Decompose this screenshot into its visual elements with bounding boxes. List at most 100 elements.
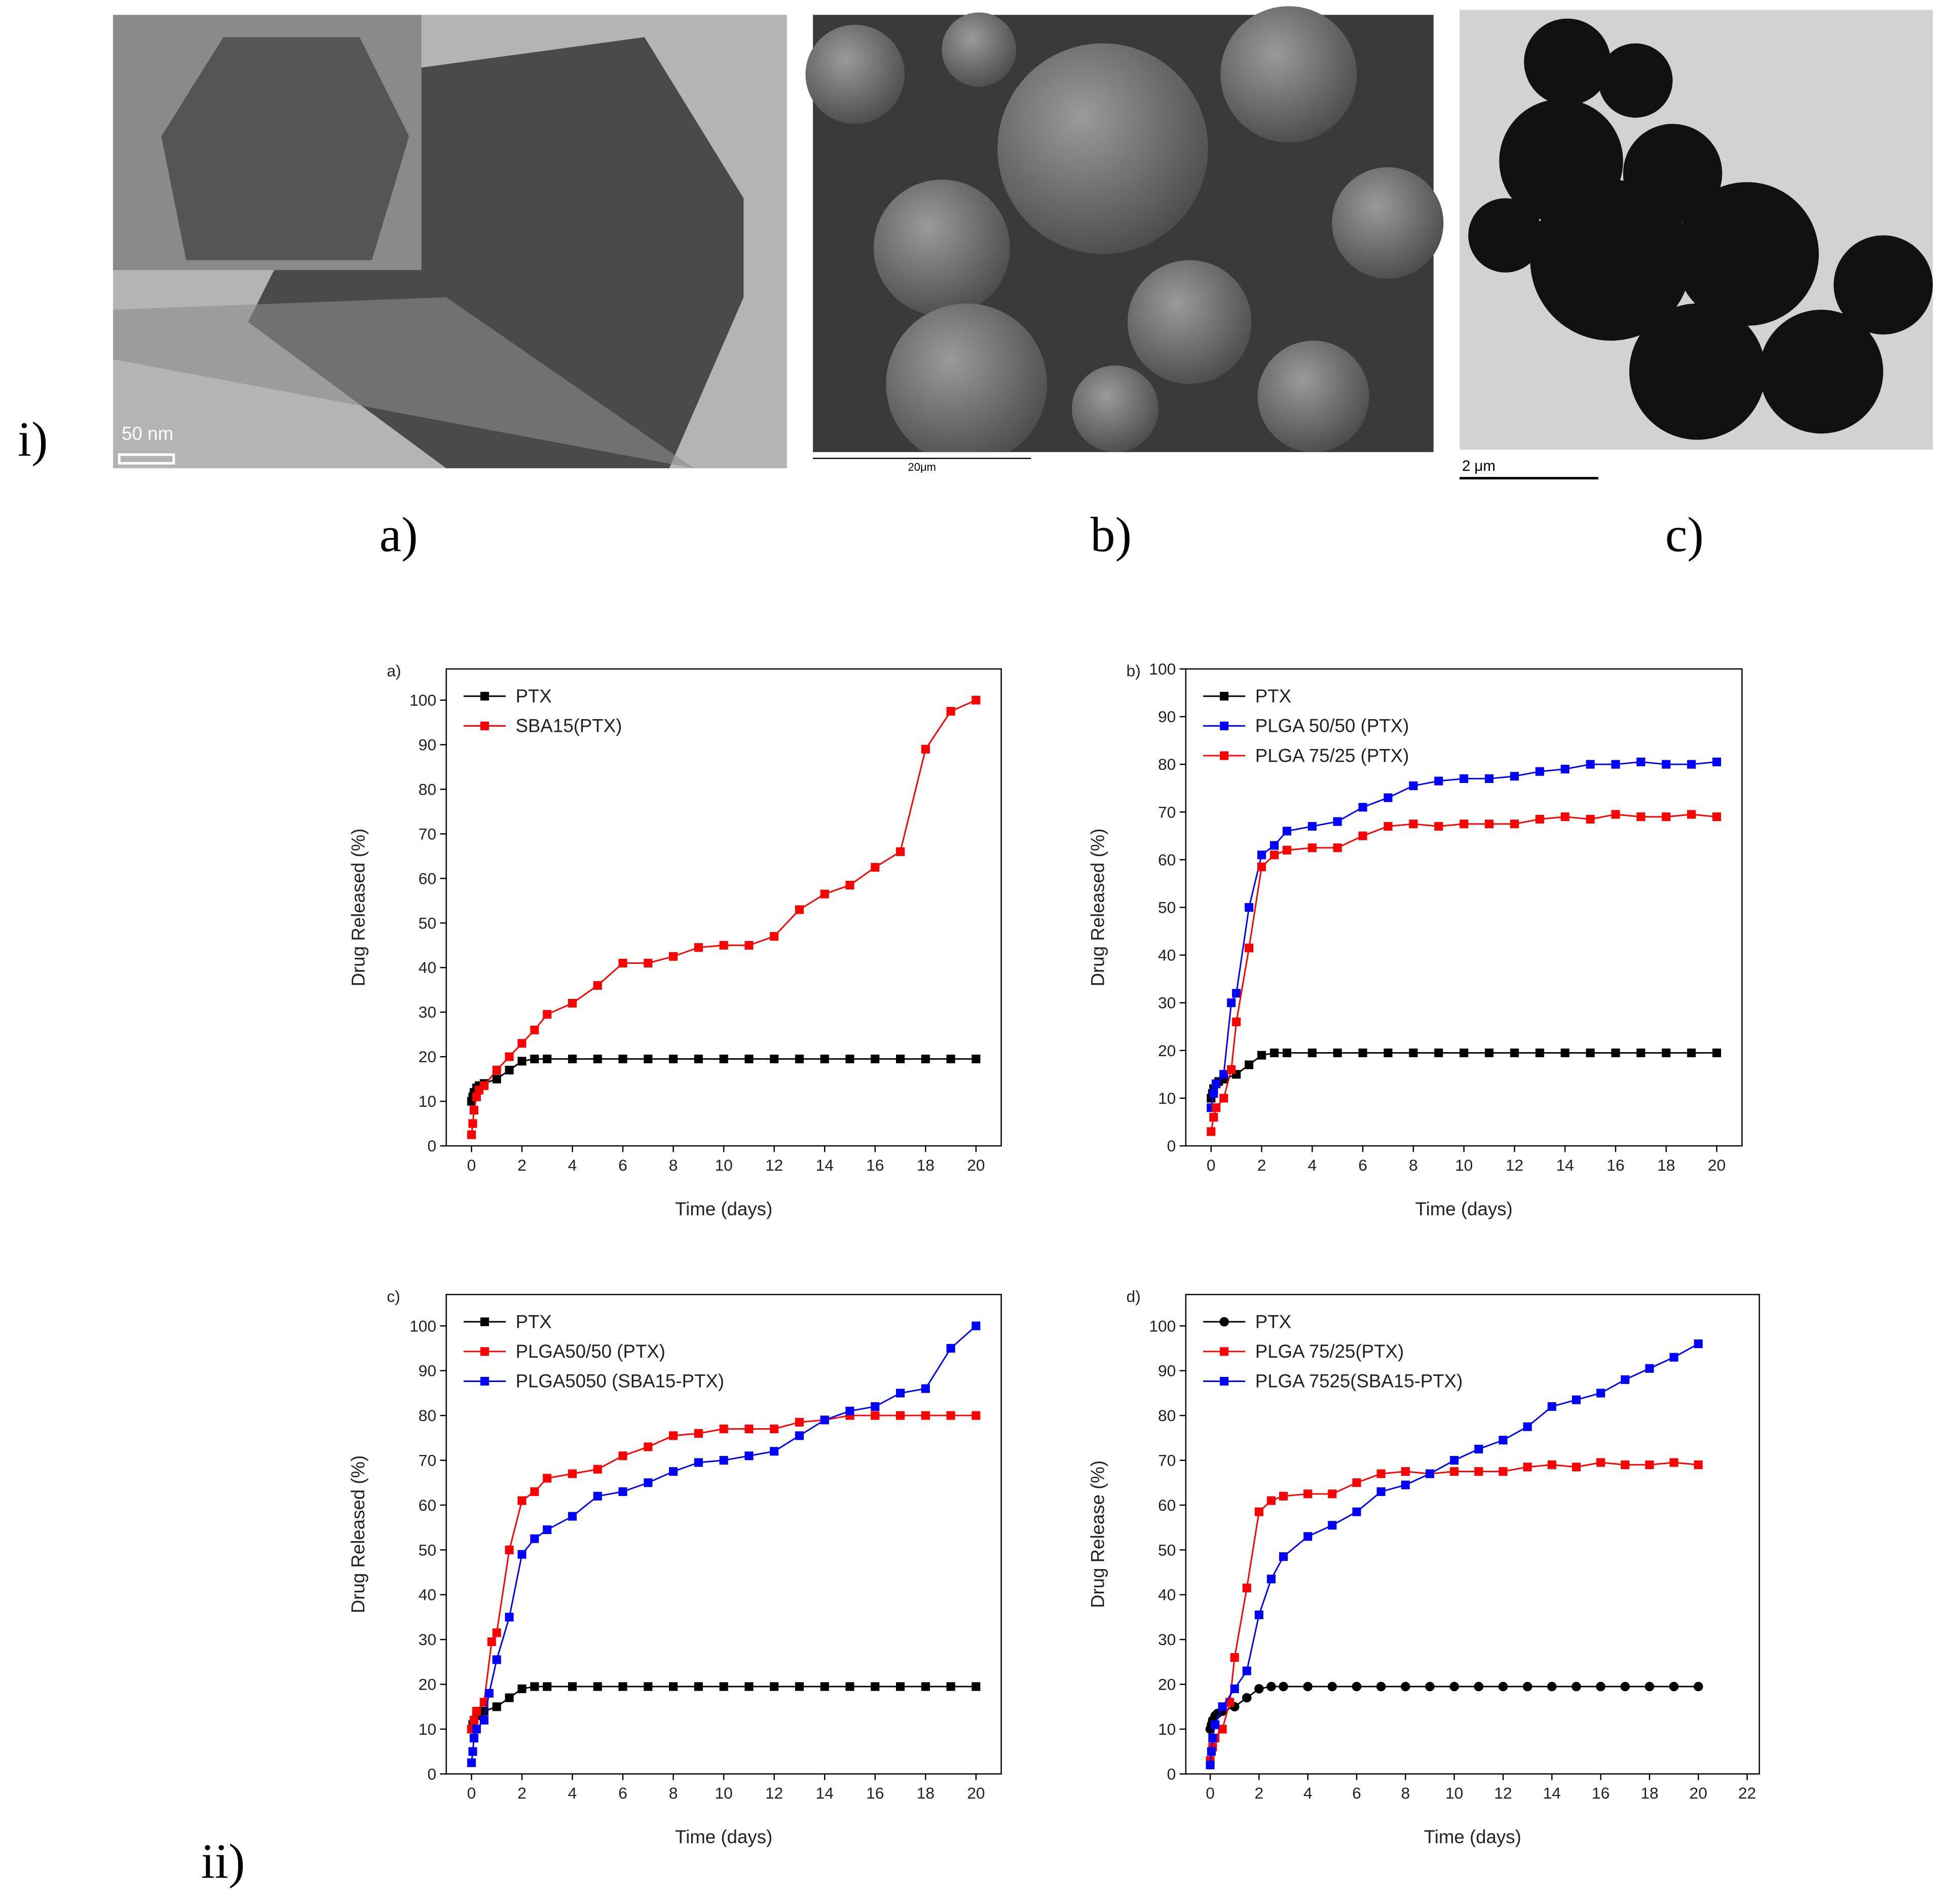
y-tick-label: 60 bbox=[419, 869, 436, 887]
marker bbox=[1484, 774, 1494, 783]
marker bbox=[618, 1487, 627, 1496]
marker bbox=[921, 1054, 930, 1064]
marker bbox=[669, 1682, 678, 1691]
series-line bbox=[1210, 1052, 1717, 1099]
marker bbox=[644, 1054, 653, 1064]
marker bbox=[946, 1682, 955, 1691]
marker bbox=[468, 1119, 477, 1128]
y-tick-label: 20 bbox=[419, 1675, 436, 1694]
y-tick-label: 20 bbox=[419, 1048, 436, 1066]
marker bbox=[1303, 1532, 1313, 1541]
panel-label: c) bbox=[1665, 508, 1704, 563]
marker bbox=[1596, 1458, 1605, 1467]
series-line bbox=[470, 1325, 977, 1763]
marker bbox=[946, 1054, 955, 1064]
y-tick-label: 0 bbox=[427, 1137, 436, 1155]
marker bbox=[1209, 1113, 1218, 1122]
marker bbox=[479, 1707, 489, 1716]
y-tick-label: 10 bbox=[419, 1092, 436, 1110]
marker bbox=[1425, 1682, 1435, 1692]
marker bbox=[820, 889, 829, 899]
plot-frame bbox=[445, 668, 1002, 1147]
y-tick-label: 90 bbox=[419, 1362, 436, 1380]
marker bbox=[472, 1707, 481, 1716]
marker bbox=[1669, 1682, 1679, 1692]
marker bbox=[467, 1758, 476, 1767]
x-axis-label: Time (days) bbox=[675, 1199, 772, 1219]
marker bbox=[1266, 1496, 1276, 1505]
y-tick-label: 70 bbox=[1158, 1451, 1176, 1469]
marker bbox=[1254, 1684, 1264, 1694]
y-tick-label: 50 bbox=[1158, 899, 1176, 917]
x-tick-label: 2 bbox=[1257, 1156, 1266, 1174]
y-tick-label: 60 bbox=[1158, 850, 1176, 869]
x-tick-label: 20 bbox=[1690, 1784, 1707, 1802]
marker bbox=[593, 981, 602, 990]
marker bbox=[669, 1467, 678, 1476]
marker bbox=[1621, 1460, 1630, 1469]
marker bbox=[1266, 1682, 1276, 1692]
marker bbox=[1269, 850, 1279, 860]
marker bbox=[1560, 812, 1570, 822]
marker bbox=[1522, 1682, 1533, 1692]
marker bbox=[1279, 1491, 1288, 1501]
marker bbox=[1547, 1460, 1556, 1469]
marker bbox=[795, 1431, 804, 1440]
marker bbox=[530, 1682, 539, 1691]
marker bbox=[517, 1550, 527, 1559]
marker bbox=[946, 1411, 955, 1420]
marker bbox=[618, 1054, 627, 1064]
marker bbox=[921, 744, 930, 754]
marker bbox=[946, 1343, 955, 1353]
marker bbox=[1376, 1682, 1386, 1692]
marker bbox=[1510, 819, 1519, 829]
marker bbox=[1230, 1653, 1239, 1662]
marker bbox=[1535, 814, 1544, 824]
marker bbox=[487, 1637, 496, 1647]
x-tick-label: 10 bbox=[1455, 1156, 1473, 1174]
x-tick-label: 0 bbox=[467, 1156, 476, 1174]
marker bbox=[1242, 1666, 1251, 1675]
marker bbox=[1242, 1693, 1252, 1703]
marker bbox=[1254, 1507, 1263, 1516]
marker bbox=[770, 1054, 779, 1064]
y-tick-label: 40 bbox=[419, 958, 436, 977]
marker bbox=[1687, 760, 1696, 769]
marker bbox=[871, 1402, 880, 1411]
legend-marker bbox=[1220, 692, 1229, 701]
x-tick-label: 0 bbox=[1206, 1784, 1215, 1802]
marker bbox=[1232, 1017, 1241, 1026]
y-tick-label: 80 bbox=[419, 780, 436, 798]
marker bbox=[1662, 760, 1671, 769]
x-tick-label: 6 bbox=[1352, 1784, 1361, 1802]
marker bbox=[644, 1478, 653, 1487]
marker bbox=[896, 847, 905, 856]
marker bbox=[593, 1491, 602, 1501]
y-tick-label: 90 bbox=[1158, 1362, 1176, 1380]
x-tick-label: 8 bbox=[669, 1156, 678, 1174]
marker bbox=[1209, 1089, 1218, 1098]
marker bbox=[744, 1682, 754, 1691]
marker bbox=[1586, 760, 1595, 769]
legend-label: PTX bbox=[515, 1311, 551, 1332]
marker bbox=[530, 1534, 539, 1543]
marker bbox=[479, 1715, 489, 1725]
marker bbox=[1434, 776, 1443, 786]
marker bbox=[770, 932, 779, 941]
chart-title: b) bbox=[1127, 662, 1141, 680]
marker bbox=[492, 1628, 501, 1637]
marker bbox=[1523, 1422, 1532, 1431]
marker bbox=[1242, 1583, 1251, 1593]
marker bbox=[1694, 1460, 1703, 1469]
marker bbox=[593, 1054, 602, 1064]
marker bbox=[1636, 757, 1646, 767]
marker bbox=[896, 1389, 905, 1398]
marker bbox=[1474, 1682, 1484, 1692]
x-tick-label: 18 bbox=[1640, 1784, 1658, 1802]
panel-label: a) bbox=[380, 508, 418, 563]
marker bbox=[1409, 1048, 1418, 1058]
series-line bbox=[470, 1686, 976, 1730]
y-tick-label: 0 bbox=[1167, 1765, 1176, 1783]
y-tick-label: 30 bbox=[1158, 1630, 1176, 1649]
x-tick-label: 18 bbox=[917, 1784, 935, 1802]
